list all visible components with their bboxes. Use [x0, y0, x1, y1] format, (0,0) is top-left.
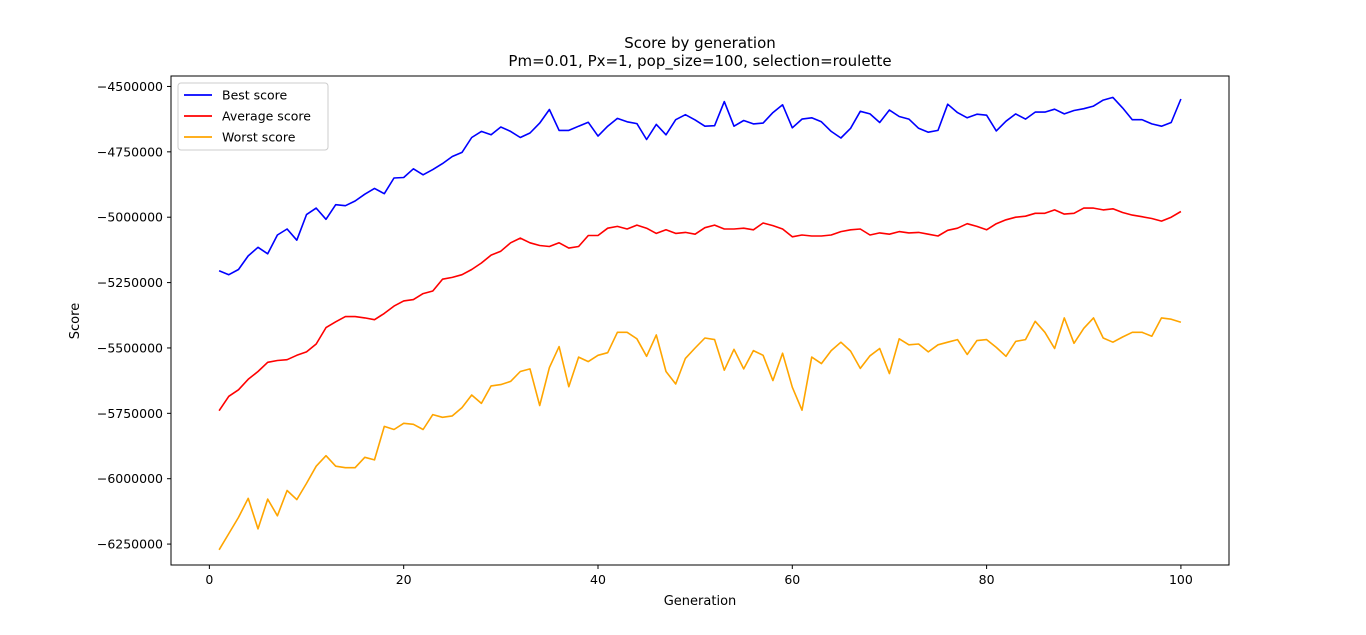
y-axis: −6250000 −6000000 −5750000 −5500000 −5250000… — [97, 79, 171, 552]
x-tick-label: 20 — [396, 572, 412, 587]
x-tick-label: 40 — [590, 572, 606, 587]
y-tick-label: −5500000 — [97, 340, 163, 355]
y-tick-label: −5250000 — [97, 275, 163, 290]
y-axis-label: Score — [68, 303, 83, 339]
y-tick-label: −4750000 — [97, 144, 163, 159]
chart-title: Score by generation — [624, 34, 776, 52]
legend: Best score Average score Worst score — [177, 82, 329, 151]
legend-label-2: Average score — [222, 109, 311, 124]
y-tick-label: −5000000 — [97, 210, 163, 225]
x-tick-label: 80 — [979, 572, 995, 587]
legend-box — [177, 82, 329, 151]
x-axis-label: Generation — [664, 594, 737, 609]
y-tick-label: −6250000 — [97, 537, 163, 552]
plot-lines — [218, 96, 1182, 551]
series-line-1 — [218, 96, 1182, 276]
y-tick-label: −5750000 — [97, 406, 163, 421]
chart-subtitle: Pm=0.01, Px=1, pop_size=100, selection=r… — [508, 52, 891, 71]
plot-area-frame — [170, 75, 1230, 566]
y-tick-label: −4500000 — [97, 79, 163, 94]
x-tick-label: 60 — [784, 572, 800, 587]
series-line-3 — [218, 317, 1182, 551]
x-axis: 0 20 40 60 80 100 — [205, 565, 1193, 587]
x-tick-label: 100 — [1169, 572, 1193, 587]
legend-label-1: Best score — [222, 88, 288, 103]
x-tick-label: 0 — [205, 572, 213, 587]
y-tick-label: −6000000 — [97, 471, 163, 486]
legend-label-3: Worst score — [222, 130, 296, 145]
series-line-2 — [218, 207, 1182, 412]
